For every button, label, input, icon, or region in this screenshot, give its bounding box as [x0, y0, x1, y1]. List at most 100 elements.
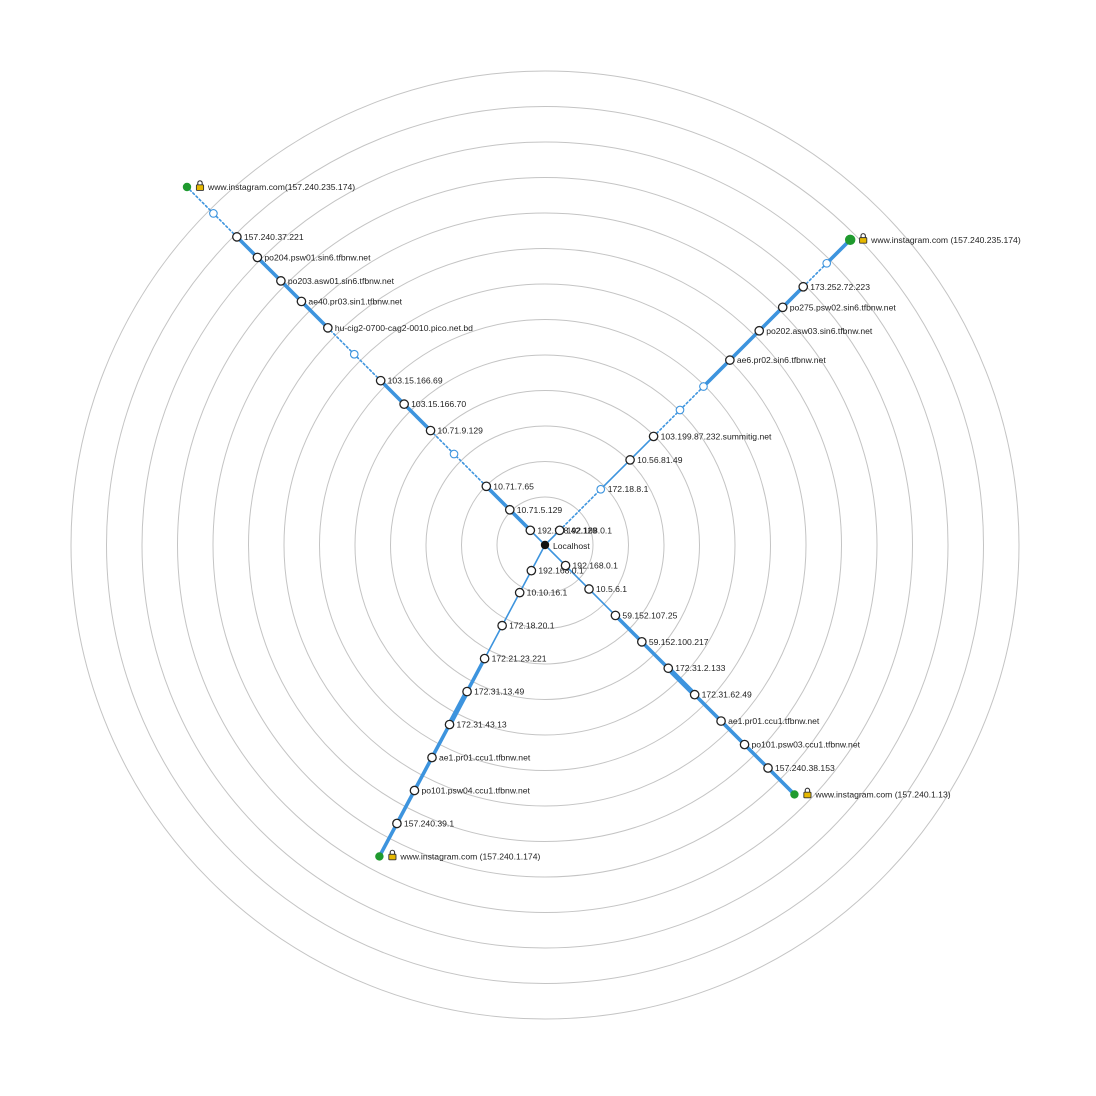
hop-node[interactable]: [462, 686, 472, 697]
lock-icon[interactable]: [195, 180, 205, 191]
hop-label: ae1.pr01.ccu1.tfbnw.net: [728, 716, 820, 726]
hop-node[interactable]: [514, 587, 525, 598]
unknown-hop-node: [449, 449, 459, 459]
route-link: [742, 742, 770, 770]
route-link: [327, 327, 356, 356]
hop-node[interactable]: [525, 525, 536, 536]
hop-label: 172.18.8.1: [608, 484, 649, 494]
lock-icon[interactable]: [803, 787, 812, 799]
hop-node[interactable]: [636, 636, 647, 647]
hop-node[interactable]: [739, 739, 750, 750]
hop-node[interactable]: [276, 276, 286, 286]
unknown-hop-node: [349, 349, 359, 359]
hop-label: 59.152.100.217: [649, 637, 709, 647]
hop-label: hu-cig2-0700-cag2-0010.pico.net.bd: [335, 323, 473, 333]
hop-node[interactable]: [777, 302, 788, 313]
route-link: [465, 656, 487, 694]
hop-node[interactable]: [479, 653, 490, 664]
hop-label: 173.252.72.223: [810, 282, 870, 292]
lock-shackle: [197, 180, 203, 185]
destination-node[interactable]: [844, 234, 856, 246]
hop-node[interactable]: [392, 818, 402, 829]
route-link: [412, 755, 434, 793]
hop-label: 103.15.166.70: [411, 399, 466, 409]
hop-node[interactable]: [554, 525, 565, 536]
hop-label: po203.asw01.sin6.tfbnw.net: [288, 276, 395, 286]
route-link: [483, 624, 503, 660]
hop-node[interactable]: [648, 431, 659, 442]
destination-label: www.instagram.com (157.240.1.174): [399, 851, 540, 861]
hop-node[interactable]: [560, 560, 571, 571]
hop-node[interactable]: [716, 716, 726, 726]
route-link: [353, 353, 382, 382]
hop-node[interactable]: [375, 375, 386, 386]
hop-node[interactable]: [481, 481, 492, 492]
hop-node[interactable]: [754, 325, 765, 336]
route-link: [640, 640, 671, 671]
route-link: [588, 588, 617, 617]
distance-ring: [390, 390, 700, 700]
lock-body: [803, 791, 812, 799]
distance-ring: [70, 70, 1020, 1020]
destination-node[interactable]: [375, 852, 384, 861]
hop-label: 10.5.6.1: [596, 584, 627, 594]
hop-node[interactable]: [497, 620, 507, 631]
hop-node[interactable]: [296, 296, 307, 307]
hop-label: 192.168.0.1: [538, 566, 584, 576]
hop-node[interactable]: [763, 763, 773, 773]
hop-node[interactable]: [444, 719, 455, 730]
lock-icon[interactable]: [388, 849, 397, 861]
hop-node[interactable]: [504, 504, 515, 515]
hop-label: 10.71.7.65: [493, 481, 534, 491]
route-link: [429, 429, 455, 455]
route-link: [766, 766, 797, 797]
hop-node[interactable]: [427, 752, 437, 763]
hop-label: 172.31.43.13: [457, 720, 507, 730]
hop-node[interactable]: [399, 399, 409, 409]
hop-label: 192.168.0.1: [567, 525, 613, 535]
localhost-node[interactable]: Localhost: [540, 540, 591, 551]
destination-node[interactable]: [790, 790, 799, 799]
distance-ring: [177, 177, 913, 913]
route-link: [665, 665, 698, 698]
hop-node[interactable]: [725, 355, 735, 365]
hop-label: po204.psw01.sin6.tfbnw.net: [264, 252, 371, 262]
hop-node[interactable]: [625, 455, 635, 465]
localhost-dot[interactable]: [540, 540, 550, 550]
distance-rings: [70, 70, 1020, 1020]
hop-node[interactable]: [232, 232, 242, 242]
destination-node[interactable]: [182, 182, 192, 192]
route-link: [299, 299, 330, 330]
hop-node[interactable]: [798, 281, 809, 292]
hop-node[interactable]: [322, 322, 333, 333]
lock-icon[interactable]: [859, 233, 868, 244]
route-link: [613, 613, 644, 644]
hop-node[interactable]: [425, 425, 436, 436]
hop-label: 10.10.16.1: [527, 588, 568, 598]
hop-node[interactable]: [689, 689, 700, 700]
route-link: [212, 212, 238, 238]
hop-node[interactable]: [252, 252, 263, 263]
distance-ring: [425, 425, 665, 665]
hop-label: po101.psw04.ccu1.tfbnw.net: [421, 786, 530, 796]
route-link: [824, 238, 852, 266]
hop-node[interactable]: [610, 610, 621, 621]
distance-ring: [283, 283, 807, 807]
hop-node[interactable]: [409, 785, 420, 796]
distance-ring: [248, 248, 842, 842]
hop-label: ae40.pr03.sin1.tfbnw.net: [308, 296, 402, 306]
destination-label: www.instagram.com (157.240.235.174): [870, 235, 1021, 245]
hop-label: 10.71.9.129: [438, 426, 484, 436]
hop-node[interactable]: [584, 584, 594, 594]
hop-label: 157.240.38.153: [775, 763, 835, 773]
lock-body: [388, 853, 397, 861]
hop-label: 10.71.5.129: [517, 505, 563, 515]
route-link: [378, 378, 406, 406]
route-link: [599, 459, 631, 491]
destination-label: www.instagram.com(157.240.235.174): [207, 182, 355, 192]
hop-label: ae1.pr01.ccu1.tfbnw.net: [439, 753, 531, 763]
route-link: [802, 262, 828, 288]
hop-node[interactable]: [526, 565, 537, 576]
hop-node[interactable]: [663, 663, 674, 674]
route-hops: 192.168.42.129 10.71.5.129 10.71.7.65 10.71…: [182, 180, 1021, 861]
